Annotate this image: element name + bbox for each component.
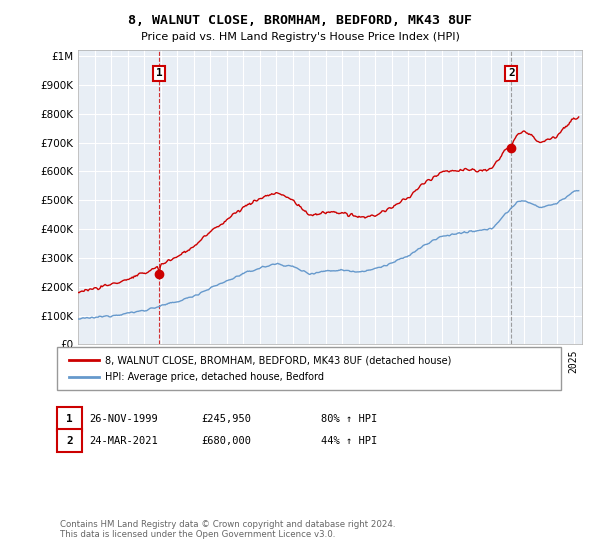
Text: HPI: Average price, detached house, Bedford: HPI: Average price, detached house, Bedf… <box>105 372 324 382</box>
Text: 80% ↑ HPI: 80% ↑ HPI <box>321 414 377 424</box>
Text: Contains HM Land Registry data © Crown copyright and database right 2024.
This d: Contains HM Land Registry data © Crown c… <box>60 520 395 539</box>
Text: 8, WALNUT CLOSE, BROMHAM, BEDFORD, MK43 8UF (detached house): 8, WALNUT CLOSE, BROMHAM, BEDFORD, MK43 … <box>105 355 451 365</box>
Text: 2: 2 <box>66 436 73 446</box>
Text: 44% ↑ HPI: 44% ↑ HPI <box>321 436 377 446</box>
Text: 26-NOV-1999: 26-NOV-1999 <box>89 414 158 424</box>
Text: 2: 2 <box>508 68 515 78</box>
Text: £245,950: £245,950 <box>201 414 251 424</box>
Text: 1: 1 <box>155 68 163 78</box>
Text: 24-MAR-2021: 24-MAR-2021 <box>89 436 158 446</box>
Text: £680,000: £680,000 <box>201 436 251 446</box>
Text: 8, WALNUT CLOSE, BROMHAM, BEDFORD, MK43 8UF: 8, WALNUT CLOSE, BROMHAM, BEDFORD, MK43 … <box>128 14 472 27</box>
Text: 1: 1 <box>66 414 73 424</box>
Text: Price paid vs. HM Land Registry's House Price Index (HPI): Price paid vs. HM Land Registry's House … <box>140 32 460 43</box>
